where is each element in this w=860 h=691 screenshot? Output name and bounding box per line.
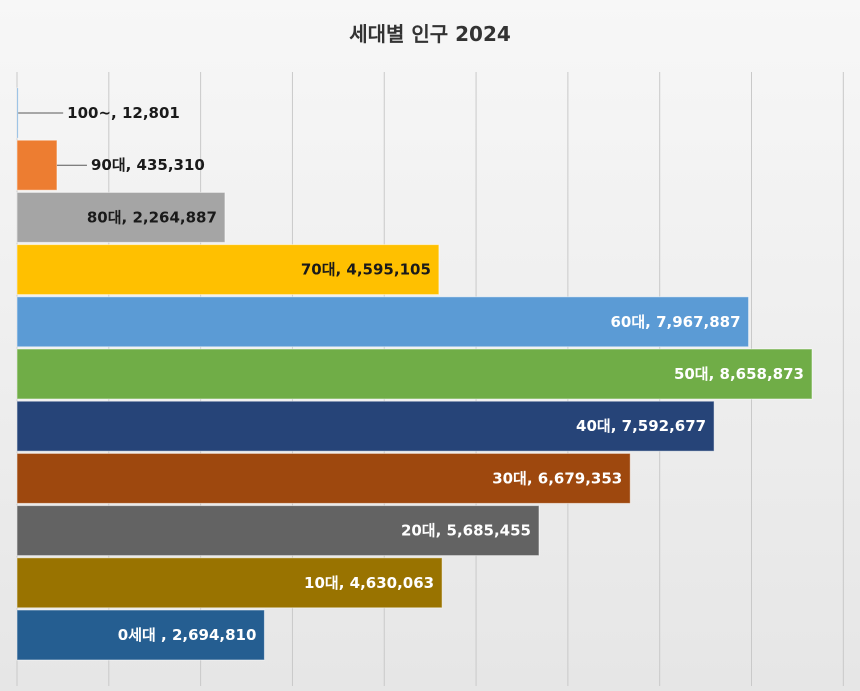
bar <box>16 139 58 191</box>
bar <box>16 609 265 661</box>
chart-title: 세대별 인구 2024 <box>349 22 511 46</box>
bar <box>16 505 540 557</box>
bar <box>16 244 440 296</box>
data-label: 60대, 7,967,887 <box>610 313 740 331</box>
data-label: 100~, 12,801 <box>67 104 180 122</box>
bar <box>16 296 750 348</box>
bar <box>16 400 715 452</box>
bar <box>16 452 631 504</box>
data-label: 80대, 2,264,887 <box>87 208 217 226</box>
bar <box>16 348 813 400</box>
bar <box>16 191 226 243</box>
bar <box>16 557 443 609</box>
data-label: 30대, 6,679,353 <box>492 469 622 487</box>
bar <box>16 87 19 139</box>
data-label: 10대, 4,630,063 <box>304 574 434 592</box>
data-label: 50대, 8,658,873 <box>674 365 804 383</box>
data-label: 70대, 4,595,105 <box>301 261 431 279</box>
data-label: 40대, 7,592,677 <box>576 417 706 435</box>
data-label: 20대, 5,685,455 <box>401 522 531 540</box>
data-label: 0세대 , 2,694,810 <box>118 626 257 644</box>
data-label: 90대, 435,310 <box>91 156 205 174</box>
